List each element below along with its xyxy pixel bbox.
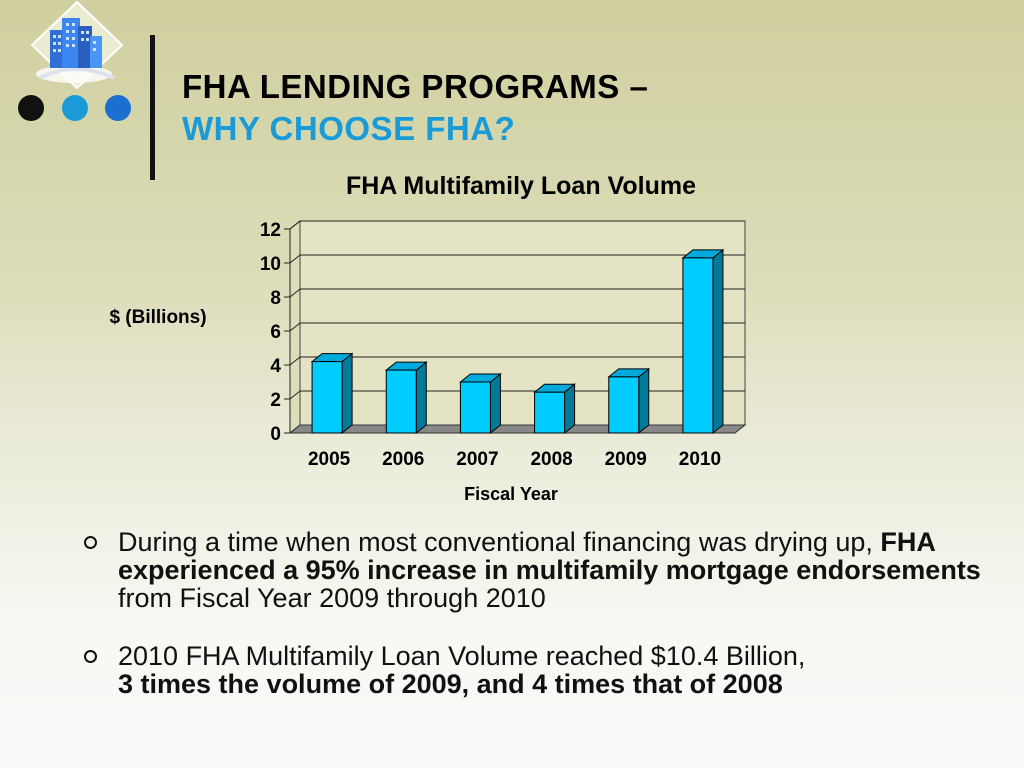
bullet-item: 2010 FHA Multifamily Loan Volume reached… [80, 642, 990, 698]
y-tick-label: 6 [270, 322, 281, 343]
bar-side [638, 367, 650, 435]
bar-side [712, 248, 724, 435]
x-tick-label: 2006 [382, 449, 424, 470]
gridline-side [289, 288, 301, 298]
decor-dot-cyan [62, 95, 88, 121]
y-tick-label: 12 [260, 220, 281, 241]
bar [608, 376, 640, 434]
bar-side [489, 372, 501, 435]
bullet-item: During a time when most conventional fin… [80, 528, 990, 612]
y-tick-label: 8 [270, 288, 281, 309]
bullet-marker [84, 650, 97, 663]
x-tick-label: 2005 [308, 449, 351, 470]
bullet-bold-text: FHA experienced a 95% increase in multif… [118, 527, 981, 585]
building-logo-icon [30, 0, 124, 90]
gridline-side [289, 356, 301, 366]
y-tick-label: 4 [270, 356, 281, 377]
bar [534, 391, 566, 434]
x-tick-label: 2010 [679, 449, 721, 470]
chart-title: FHA Multifamily Loan Volume [346, 172, 696, 200]
loan-volume-chart: FHA Multifamily Loan Volume $ (Billions)… [109, 172, 747, 504]
gridline-side [289, 220, 301, 230]
bar-side [341, 352, 353, 435]
decor-dot-blue [105, 95, 131, 121]
x-tick-label: 2007 [456, 449, 498, 470]
bar-side [415, 361, 427, 435]
gridline-side [289, 390, 301, 400]
bullet-marker [84, 536, 97, 549]
x-tick-label: 2009 [605, 449, 647, 470]
x-axis-label: Fiscal Year [464, 484, 558, 504]
decor-dot-black [18, 95, 44, 121]
bullet-text: 2010 FHA Multifamily Loan Volume reached… [118, 641, 806, 671]
bullet-text: During a time when most conventional fin… [118, 527, 881, 557]
bar [311, 361, 343, 434]
page-title: FHA LENDING PROGRAMS – [182, 68, 649, 105]
gridline-side [289, 254, 301, 264]
bullet-text: from Fiscal Year 2009 through 2010 [118, 583, 546, 613]
bar [682, 257, 714, 434]
title-divider [150, 35, 155, 180]
x-tick-label: 2008 [530, 449, 572, 470]
y-tick-label: 0 [270, 424, 281, 445]
y-axis-label: $ (Billions) [109, 307, 206, 328]
bar [385, 369, 417, 434]
gridline-side [289, 322, 301, 332]
bar [459, 381, 491, 434]
page-subtitle: WHY CHOOSE FHA? [182, 110, 516, 147]
y-tick-label: 2 [270, 390, 281, 411]
chart-floor [288, 424, 747, 434]
bullet-list: During a time when most conventional fin… [80, 528, 990, 728]
bullet-bold-text: 3 times the volume of 2009, and 4 times … [118, 669, 783, 699]
y-tick-label: 10 [260, 254, 281, 275]
